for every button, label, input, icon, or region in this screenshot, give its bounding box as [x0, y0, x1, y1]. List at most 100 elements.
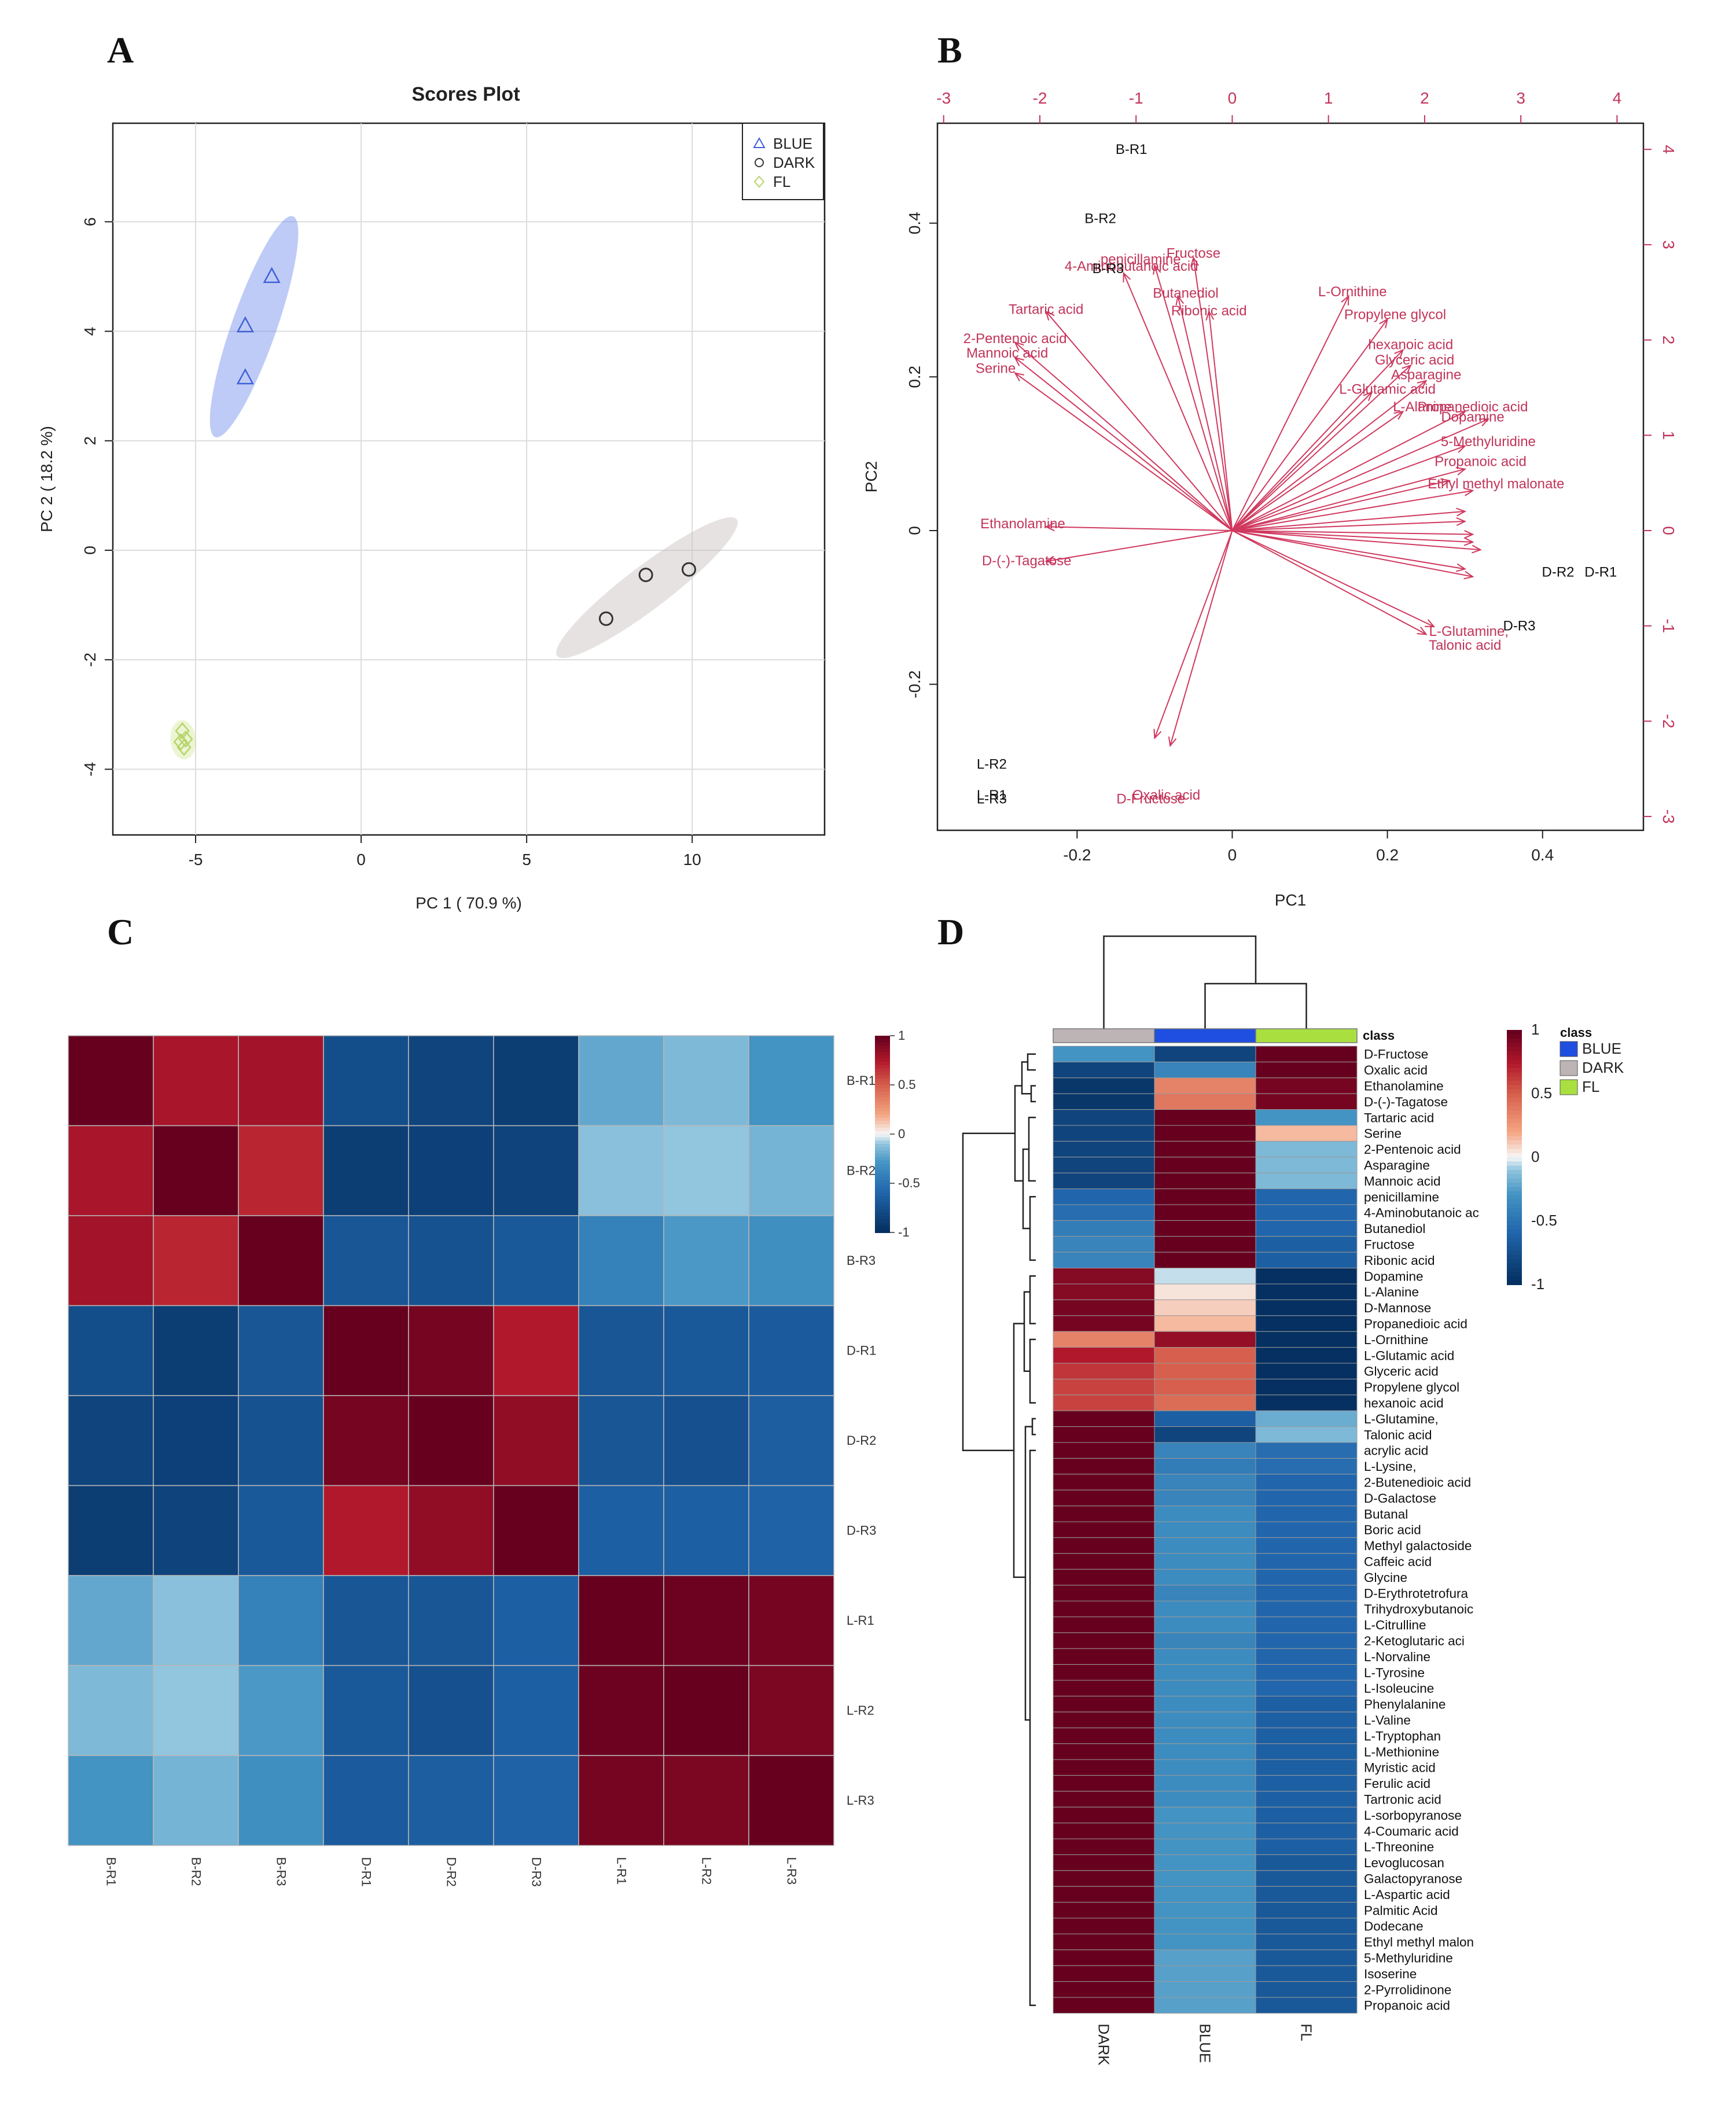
heat-cell — [1255, 1759, 1358, 1776]
heat-cell — [1053, 1331, 1155, 1348]
colorbar-segment — [1507, 1098, 1522, 1103]
colorbar-segment — [1507, 1229, 1522, 1234]
loading-arrow — [1232, 529, 1473, 543]
colorbar-segment — [875, 1183, 890, 1187]
correlation-cell — [663, 1125, 749, 1216]
dendrogram-branch — [1022, 1148, 1030, 1230]
colorbar-segment — [1507, 1221, 1522, 1226]
heat-cell — [1255, 1727, 1358, 1745]
heat-cell — [1053, 1712, 1155, 1728]
correlation-cell — [578, 1215, 664, 1307]
loading-arrow — [1231, 411, 1403, 531]
heat-cell — [1154, 1220, 1256, 1237]
heat-cell — [1255, 1236, 1358, 1253]
ellipse-dark — [556, 517, 738, 658]
colorbar-segment — [875, 1134, 890, 1138]
loading-arrow — [1231, 411, 1466, 531]
heat-cell — [1053, 1838, 1155, 1855]
colorbar-segment — [1507, 1153, 1522, 1158]
heat-cell — [1154, 1632, 1256, 1649]
correlation-cell — [493, 1755, 579, 1846]
metabolite-label: Myristic acid — [1364, 1761, 1436, 1775]
heat-cell — [1255, 1315, 1358, 1332]
row-label: B-R1 — [847, 1073, 876, 1088]
correlation-cell — [493, 1035, 579, 1127]
loading-arrow — [1231, 365, 1411, 531]
correlation-cell — [663, 1035, 749, 1127]
row-label: D-R3 — [847, 1523, 876, 1537]
colorbar-segment — [1507, 1034, 1522, 1039]
heat-cell — [1154, 1157, 1256, 1173]
heat-cell — [1154, 1140, 1256, 1158]
correlation-cell — [238, 1215, 324, 1307]
colorbar-segment — [875, 1226, 890, 1230]
correlation-cell — [68, 1305, 154, 1396]
loading-arrowhead — [1463, 537, 1474, 546]
loading-arrow — [1208, 311, 1233, 531]
heat-cell — [1255, 1918, 1358, 1934]
scores-legend: BLUE DARK FL — [742, 123, 824, 200]
heat-cell — [1154, 1695, 1256, 1713]
correlation-cell — [68, 1575, 154, 1666]
heat-cell — [1053, 1140, 1155, 1158]
heat-cell — [1053, 1172, 1155, 1190]
tick-label-x: 0.4 — [1531, 846, 1554, 864]
loading-arrow — [1231, 530, 1427, 635]
colorbar-segment — [875, 1058, 890, 1063]
colorbar-segment — [875, 1209, 890, 1213]
heat-cell — [1255, 1854, 1358, 1871]
scores-ylabel: PC 2 ( 18.2 %) — [38, 426, 56, 532]
tick-label-x: 0.2 — [1376, 846, 1399, 864]
correlation-cell — [68, 1395, 154, 1486]
colorbar-segment — [1507, 1085, 1522, 1090]
loading-arrow — [1154, 265, 1233, 531]
loading-arrowhead — [1440, 478, 1451, 487]
heat-cell — [1053, 1806, 1155, 1824]
loading-arrowhead — [1175, 295, 1185, 306]
heat-cell — [1255, 1506, 1358, 1522]
correlation-cell — [323, 1755, 409, 1846]
colorbar-segment — [1507, 1225, 1522, 1230]
heat-cell — [1154, 1521, 1256, 1538]
point-fl — [176, 738, 192, 756]
colorbar-tick-label: 0.5 — [898, 1077, 916, 1092]
heat-cell — [1255, 1299, 1358, 1316]
loading-arrowhead — [1123, 271, 1131, 283]
confidence-ellipses — [170, 216, 738, 760]
observation-labels: B-R1 B-R2 B-R3 D-R1 D-R2 D-R3 L-R2 L-R1L-R3 — [977, 142, 1617, 807]
col-label: B-R1 — [104, 1857, 119, 1886]
correlation-cell — [153, 1305, 239, 1396]
legend-marker — [753, 137, 766, 148]
loading-arrowhead — [1455, 410, 1466, 419]
metabolite-label: Serine — [1364, 1127, 1402, 1141]
metabolite-label: penicillamine — [1364, 1190, 1439, 1204]
loading-arrow — [1231, 380, 1427, 531]
loading-arrow — [1193, 257, 1233, 531]
loading-arrow — [1014, 357, 1233, 531]
loading-arrow — [1046, 526, 1233, 531]
correlation-cell — [238, 1395, 324, 1486]
colorbar-segment — [875, 1048, 890, 1053]
colorbar-segment — [1507, 1089, 1522, 1094]
correlation-cell — [323, 1665, 409, 1756]
tick-label-right: -3 — [1660, 809, 1678, 824]
loading-arrowhead — [1014, 341, 1024, 351]
heat-cell — [1053, 1680, 1155, 1696]
correlation-cell — [663, 1665, 749, 1756]
colorbar-segment — [875, 1157, 890, 1161]
heat-cell — [1255, 1680, 1358, 1696]
loading-label: Asparagine — [1391, 367, 1461, 382]
dendrogram-branch — [1029, 1449, 1036, 2006]
heat-cell — [1053, 1759, 1155, 1776]
loading-arrowhead — [1044, 555, 1055, 565]
class-legend-label: BLUE — [1582, 1040, 1621, 1057]
heat-cell — [1255, 1157, 1358, 1173]
heat-cell — [1255, 1537, 1358, 1554]
loading-label: L-Ornithine — [1318, 284, 1387, 300]
metabolite-label: Oxalic acid — [1364, 1063, 1428, 1077]
loading-arrowhead — [1341, 295, 1349, 306]
heat-cell — [1053, 1775, 1155, 1792]
loading-arrow — [1232, 490, 1473, 531]
tick-label-y: -2 — [81, 653, 99, 667]
